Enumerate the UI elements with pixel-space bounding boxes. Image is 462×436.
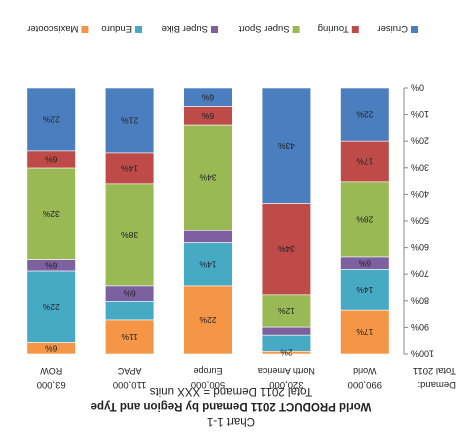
bar-segment [26,270,76,343]
y-tick-label: 0% [411,83,424,93]
data-label: 6% [358,258,371,268]
data-label: 6% [201,111,214,121]
data-label: 14% [356,285,373,295]
data-label: 22% [356,110,373,120]
y-tick-label: 10% [411,109,429,119]
chart-title-line: Total 2011 Demand = XXX units [150,385,313,397]
legend-label: Maxiscooter [27,23,78,34]
bar-segment [104,301,155,321]
bar-segment [261,203,312,296]
bar-segment [183,229,233,243]
bar-segment [340,87,390,142]
data-label: 11% [121,332,138,342]
bar-segment [104,183,155,287]
demand-value: 500,000 [191,379,225,390]
chart-rotated-group: Cruiser Touring Super Sport Super Bike Endur… [26,23,456,427]
legend-swatch [81,26,89,33]
demand-value: 320,000 [269,379,303,390]
data-label: 22% [199,315,216,325]
data-label: 6% [45,260,58,270]
y-tick-label: 70% [411,269,429,279]
header-row-label: Total 2011 [413,365,456,376]
bar-segment [261,294,312,328]
data-label: 28% [356,214,373,224]
category-label: ROW [40,366,63,376]
bar-segment [104,319,155,355]
y-tick-label: 40% [411,189,429,199]
legend-swatch [135,26,142,33]
y-tick-label: 100% [411,349,434,359]
data-label: 14% [199,259,216,269]
data-label: 22% [42,302,59,312]
data-label: 38% [121,230,138,240]
demand-value: 110,000 [113,379,147,390]
legend: Cruiser Touring Super Sport Super Bike Endur… [27,23,418,34]
bar-segment [261,326,312,336]
category-label: Europe [193,366,222,376]
legend-label: Enduro [101,23,132,34]
demand-header: Total 2011 Demand: World 990,000 North Ameri… [37,365,456,390]
data-label: 6% [123,289,136,299]
y-axis: 0% 10% 20% 30% 40% 50% 60% 70% 80% 90% 100% [403,83,434,359]
bar-segment [104,87,155,154]
data-label: 21% [121,115,138,125]
data-label: 2% [280,348,293,358]
header-row-label: Demand: [417,379,456,390]
legend-label: Super Sport [239,23,290,34]
data-label: 6% [45,155,58,165]
data-label: 22% [42,114,59,124]
legend-swatch [292,26,300,33]
category-label: North America [258,366,315,376]
demand-value: 63,000 [37,379,66,390]
y-tick-label: 20% [411,136,429,146]
bar-segment [340,181,390,258]
y-tick-label: 30% [411,162,429,172]
category-label: APAC [117,366,141,376]
legend-swatch [411,26,418,33]
legend-swatch [351,26,359,33]
chart-title-line: Chart 1-1 [207,415,255,427]
bar-segment [26,342,76,355]
legend-label: Cruiser [377,23,408,34]
legend-label: Super Bike [162,23,208,34]
data-label: 12% [277,306,294,316]
data-label: 6% [45,343,58,353]
bar-segment [104,152,155,185]
chart-title-line: World PRODUCT 2011 Demand by Region and … [91,400,372,412]
bar-segment [340,140,390,183]
legend-swatch [211,26,218,33]
bar-segment [340,309,390,355]
data-label: 43% [277,141,294,151]
bar-segment [183,285,233,355]
demand-value: 990,000 [348,379,382,390]
data-label: 34% [199,173,216,183]
legend-label: Touring [318,23,349,34]
bar-segment [340,269,390,311]
data-label: 32% [42,209,59,219]
data-label: 34% [277,244,294,254]
y-tick-label: 60% [411,242,429,252]
bar-segment [26,167,76,260]
bar-segment [26,87,76,152]
bar-area: 22% 17% 28% 6% 14% 17% 43% 34% 12% 2% 6% 6% 34% 14% 22… [26,87,390,358]
y-tick-label: 50% [411,216,429,226]
chart-titles: Chart 1-1 World PRODUCT 2011 Demand by Re… [91,385,372,427]
data-label: 6% [201,92,214,102]
y-tick-label: 90% [411,322,429,332]
data-label: 17% [356,327,373,337]
bar-segment [261,351,312,355]
bar-segment [261,87,312,204]
y-tick-label: 80% [411,295,429,305]
data-label: 14% [121,163,138,173]
data-label: 17% [356,157,373,167]
category-label: World [353,366,376,376]
